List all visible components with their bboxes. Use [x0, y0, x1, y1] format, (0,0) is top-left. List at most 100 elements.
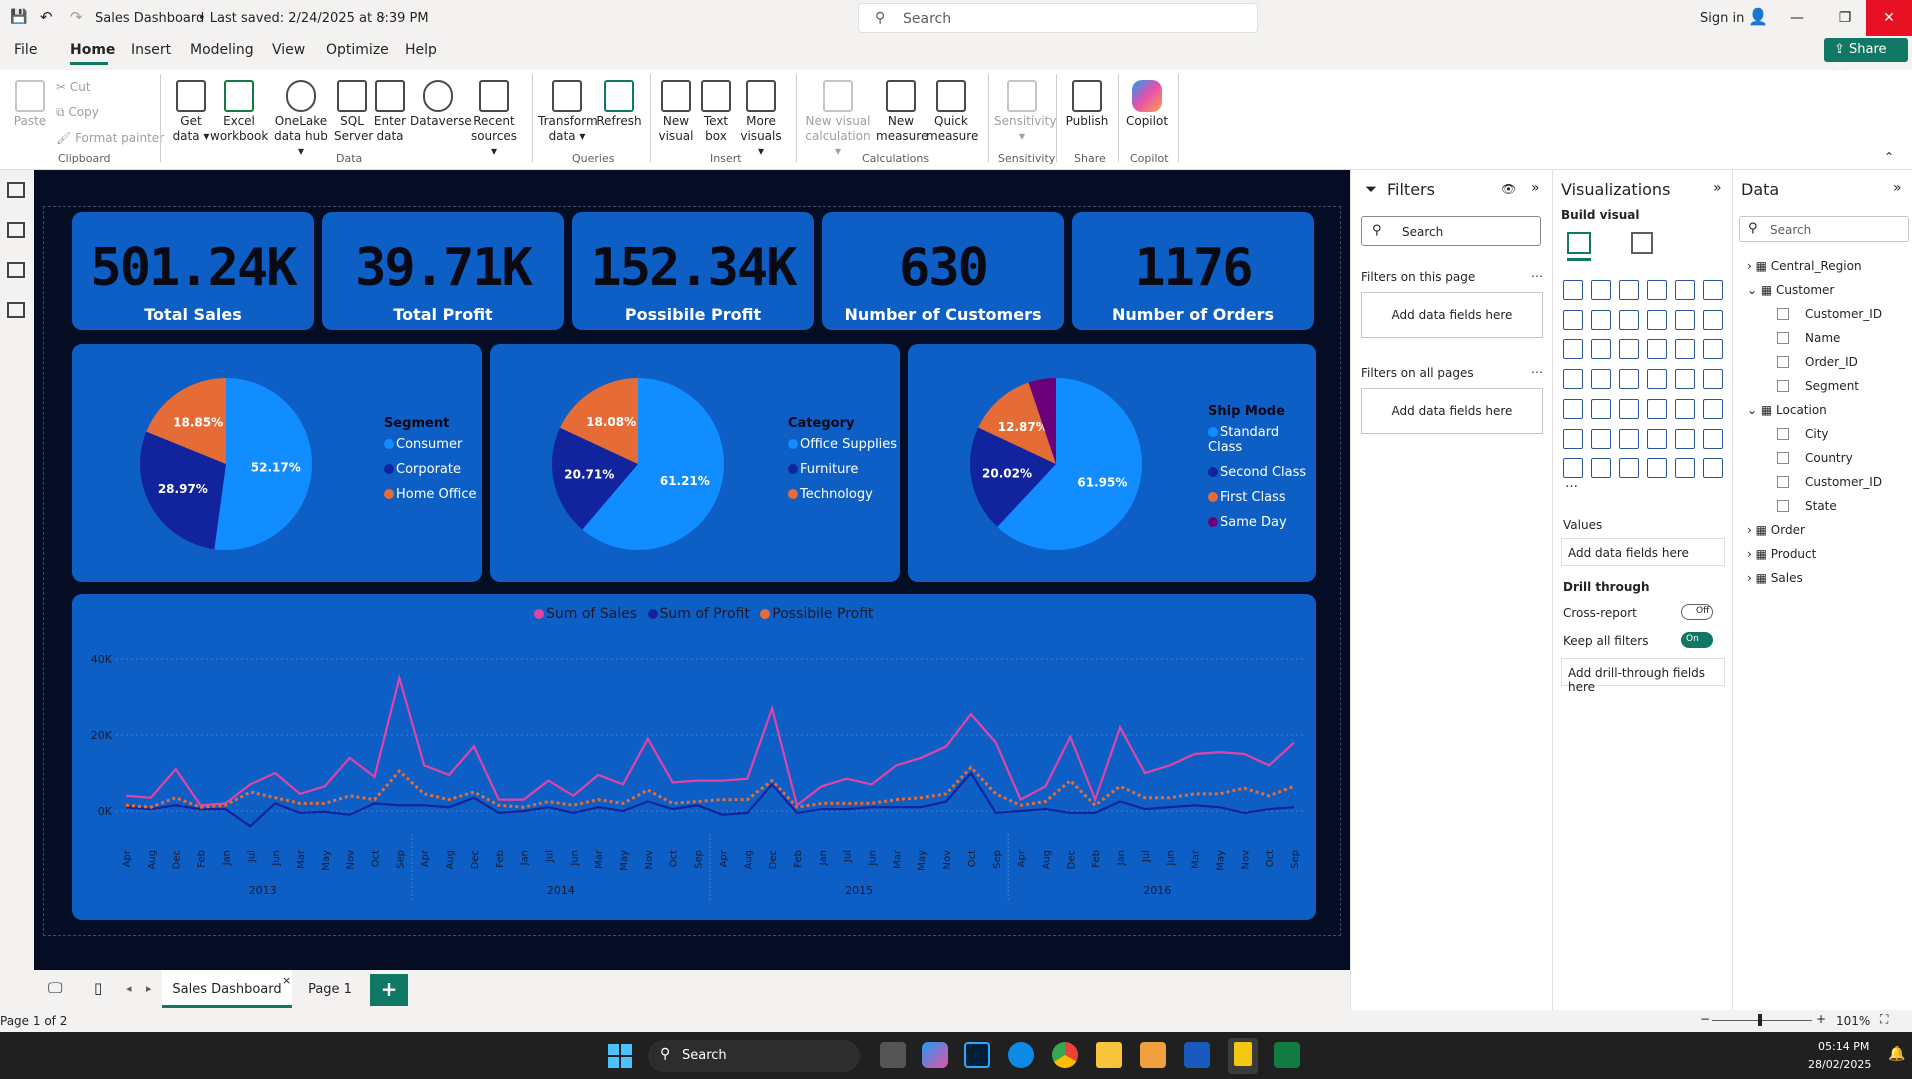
redo-icon[interactable]: ↷	[70, 8, 83, 26]
copilot-taskbar-icon[interactable]	[922, 1042, 948, 1068]
legend-item-first-class[interactable]: First Class	[1208, 490, 1316, 505]
legend-item-technology[interactable]: Technology	[788, 487, 897, 502]
pie-chart-category[interactable]: 61.21% 20.71% 18.08%	[550, 376, 726, 552]
tab-sales-dashboard[interactable]: Sales Dashboard	[162, 970, 292, 1008]
filters-search-input[interactable]: ⚲ Search	[1361, 216, 1541, 246]
chevron-right-icon[interactable]: ›	[1747, 523, 1756, 537]
photoshop-icon[interactable]	[964, 1042, 990, 1068]
visual-type-icon[interactable]	[1703, 339, 1723, 360]
tab-scroll-right-icon[interactable]: ▸	[146, 982, 152, 995]
minimize-button[interactable]: —	[1790, 10, 1804, 26]
collapse-ribbon-icon[interactable]: ⌃	[1884, 150, 1895, 164]
chevron-right-icon[interactable]: ›	[1747, 571, 1756, 585]
visual-type-icon[interactable]	[1647, 280, 1667, 300]
visual-type-icon[interactable]	[1675, 369, 1695, 390]
file-explorer-icon[interactable]	[1096, 1042, 1122, 1068]
search-box[interactable]: ⚲ Search	[858, 3, 1258, 33]
new-visual-calculation-button[interactable]: New visual calculation ▾	[802, 80, 874, 159]
data-field[interactable]: City	[1747, 422, 1909, 446]
collapse-filters-icon[interactable]: »	[1531, 180, 1540, 196]
build-visual-icon[interactable]	[1567, 232, 1591, 254]
report-view-icon[interactable]	[7, 182, 25, 198]
visual-type-icon[interactable]	[1619, 339, 1639, 360]
visual-type-icon[interactable]	[1591, 369, 1611, 390]
field-checkbox[interactable]	[1777, 428, 1789, 440]
pie-slice-consumer[interactable]	[214, 378, 312, 550]
legend-item-possible-profit[interactable]: Possibile Profit	[760, 606, 874, 622]
cross-report-toggle[interactable]: Off	[1681, 604, 1713, 620]
menu-view[interactable]: View	[272, 42, 306, 58]
format-visual-icon[interactable]	[1631, 232, 1653, 254]
data-field[interactable]: State	[1747, 494, 1909, 518]
pie-card-ship-mode[interactable]: 61.95% 20.02% 12.87% Ship Mode Standard Cl…	[908, 344, 1316, 582]
visual-type-icon[interactable]	[1675, 458, 1695, 479]
data-field[interactable]: Order_ID	[1747, 350, 1909, 374]
visual-type-icon[interactable]	[1647, 398, 1667, 419]
model-view-icon[interactable]	[7, 262, 25, 278]
chrome-icon[interactable]	[1052, 1042, 1078, 1068]
visual-type-icon[interactable]	[1591, 339, 1611, 360]
data-table-sales[interactable]: › ▦ Sales	[1747, 566, 1909, 590]
get-data-button[interactable]: Get data ▾	[170, 80, 212, 144]
visual-type-icon[interactable]	[1647, 458, 1667, 479]
sql-server-button[interactable]: SQL Server	[334, 80, 373, 144]
legend-item-second-class[interactable]: Second Class	[1208, 465, 1316, 480]
legend-item-standard-class[interactable]: Standard Class	[1208, 425, 1316, 455]
data-field[interactable]: Segment	[1747, 374, 1909, 398]
visual-type-icon[interactable]	[1619, 369, 1639, 390]
visual-type-icon[interactable]	[1619, 309, 1639, 330]
pie-slice-first-class[interactable]	[978, 382, 1056, 464]
copilot-button[interactable]: Copilot	[1124, 80, 1170, 129]
visual-type-icon[interactable]	[1647, 428, 1667, 449]
chevron-down-icon[interactable]: ⌄	[378, 9, 388, 22]
pie-card-segment[interactable]: 52.17% 28.97% 18.85% Segment Consumer Corp…	[72, 344, 482, 582]
visual-type-icon[interactable]	[1563, 398, 1583, 419]
visual-type-icon[interactable]	[1703, 428, 1723, 449]
menu-help[interactable]: Help	[405, 42, 437, 58]
pie-card-category[interactable]: 61.21% 20.71% 18.08% Category Office Suppl…	[490, 344, 900, 582]
legend-item-same-day[interactable]: Same Day	[1208, 515, 1316, 530]
visual-type-icon[interactable]	[1591, 458, 1611, 479]
data-field[interactable]: Customer_ID	[1747, 302, 1909, 326]
keep-all-filters-toggle[interactable]: On	[1681, 632, 1713, 648]
visual-type-icon[interactable]	[1703, 309, 1723, 330]
data-table-location[interactable]: ⌄ ▦ Location	[1747, 398, 1909, 422]
chevron-down-icon[interactable]: ⌄	[1747, 403, 1761, 417]
values-drop-zone[interactable]: Add data fields here	[1561, 538, 1725, 566]
pie-slice-technology[interactable]	[560, 378, 638, 464]
media-player-icon[interactable]	[1140, 1042, 1166, 1068]
visual-type-icon[interactable]	[1647, 339, 1667, 360]
visual-type-icon[interactable]	[1563, 339, 1583, 360]
menu-modeling[interactable]: Modeling	[190, 42, 254, 58]
pie-chart-segment[interactable]: 52.17% 28.97% 18.85%	[138, 376, 314, 552]
legend-item-profit[interactable]: Sum of Profit	[647, 606, 750, 622]
transform-data-button[interactable]: Transform data ▾	[538, 80, 598, 144]
enter-data-button[interactable]: Enter data	[372, 80, 408, 144]
cut-button[interactable]: ✂ Cut	[56, 80, 91, 94]
word-icon[interactable]	[1184, 1042, 1210, 1068]
series-line-sum-of-sales[interactable]	[125, 673, 1295, 808]
account-icon[interactable]: 👤	[1748, 7, 1768, 26]
visual-type-icon[interactable]	[1563, 369, 1583, 390]
field-checkbox[interactable]	[1777, 380, 1789, 392]
kpi-card-total-profit[interactable]: 39.71K Total Profit	[322, 212, 564, 330]
filters-all-drop-zone[interactable]: Add data fields here	[1361, 388, 1543, 434]
more-visuals-icon[interactable]: …	[1565, 476, 1578, 491]
legend-item-office-supplies[interactable]: Office Supplies	[788, 437, 897, 452]
visual-type-icon[interactable]	[1591, 428, 1611, 449]
visual-type-icon[interactable]	[1703, 369, 1723, 390]
legend-item-furniture[interactable]: Furniture	[788, 462, 897, 477]
data-table-central_region[interactable]: › ▦ Central_Region	[1747, 254, 1909, 278]
visual-type-icon[interactable]	[1591, 398, 1611, 419]
undo-icon[interactable]: ↶	[40, 8, 53, 26]
edge-icon[interactable]	[1008, 1042, 1034, 1068]
field-checkbox[interactable]	[1777, 500, 1789, 512]
zoom-out-icon[interactable]: −	[1700, 1012, 1711, 1026]
share-button[interactable]: ⇪ Share ⌄	[1824, 38, 1908, 72]
sign-in-link[interactable]: Sign in	[1700, 11, 1745, 26]
menu-insert[interactable]: Insert	[131, 42, 172, 58]
chevron-right-icon[interactable]: ›	[1747, 547, 1756, 561]
excel-workbook-button[interactable]: Excel workbook	[210, 80, 268, 144]
onelake-button[interactable]: OneLake data hub ▾	[270, 80, 332, 159]
desktop-view-icon[interactable]: 🖵	[48, 979, 63, 997]
